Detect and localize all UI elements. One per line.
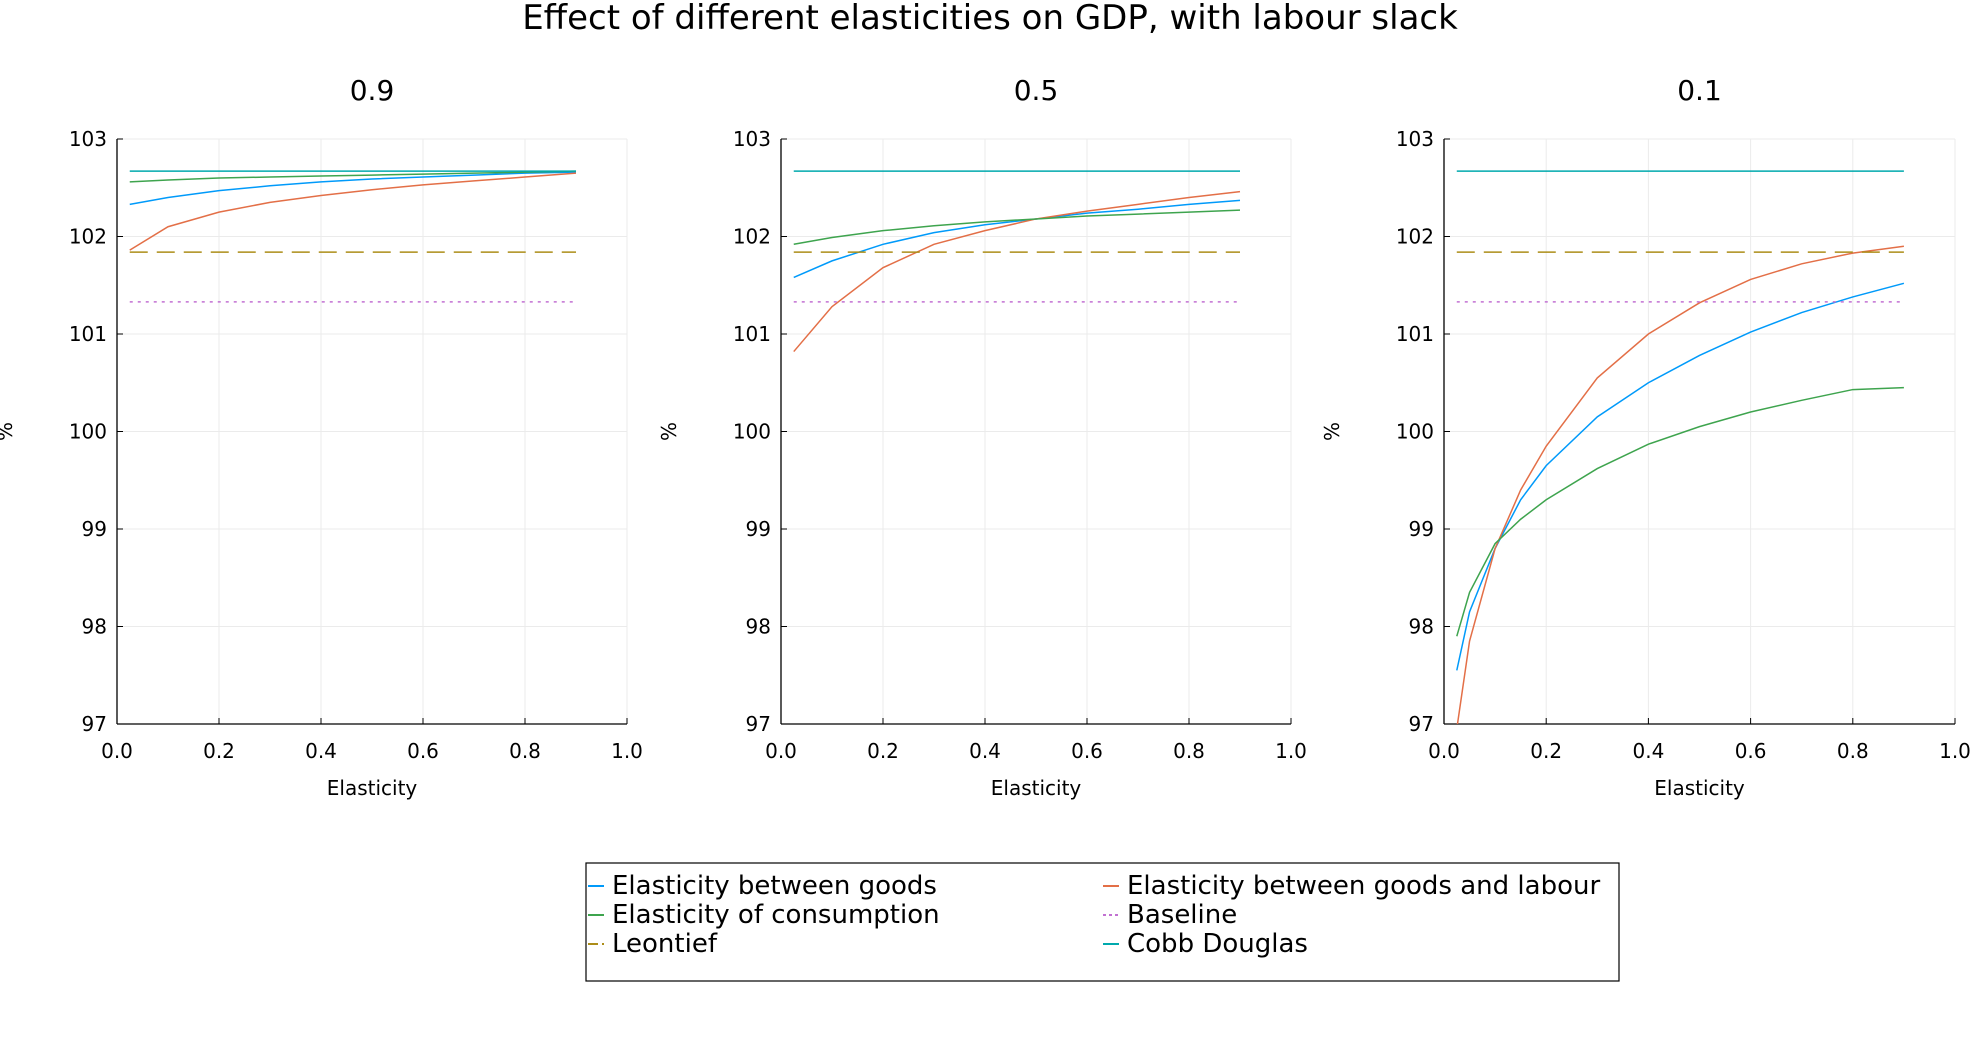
series-line-2	[129, 170, 577, 183]
subplot-1: 0.0 0.2 0.4 0.6 0.8 1.0 97 98 99 100 101 102 103 0.5 E…	[657, 74, 1307, 800]
x-axis-label: Elasticity	[991, 776, 1082, 800]
y-tick-label: 101	[69, 322, 107, 346]
x-tick-label: 1.0	[1939, 739, 1971, 763]
y-tick-label: 100	[69, 420, 107, 444]
x-tick-label: 0.2	[867, 739, 899, 763]
y-tick-label: 97	[746, 712, 771, 736]
series-group	[793, 170, 1241, 353]
subplot-0: 0.0 0.2 0.4 0.6 0.8 1.0 97 98 99 100 101 102 103 0.9 E…	[0, 74, 643, 800]
y-tick-label: 98	[746, 615, 771, 639]
x-tick-label: 0.4	[305, 739, 337, 763]
x-tick-label: 0.0	[765, 739, 797, 763]
legend-label: Elasticity between goods	[612, 871, 937, 901]
x-tick-label: 0.0	[1428, 739, 1460, 763]
y-tick-label: 97	[1409, 712, 1434, 736]
y-tick-label: 100	[733, 420, 771, 444]
series-line-1	[1456, 245, 1904, 724]
y-axis-label: %	[657, 422, 681, 441]
y-axis-label: %	[1320, 422, 1344, 441]
series-line-0	[1456, 282, 1905, 671]
y-tick-label: 103	[69, 127, 107, 151]
figure-title: Effect of different elasticities on GDP,…	[522, 0, 1458, 38]
y-tick-label: 97	[82, 712, 107, 736]
y-tick-label: 102	[1396, 225, 1434, 249]
y-tick-label: 99	[746, 517, 771, 541]
legend-label: Elasticity between goods and labour	[1127, 871, 1600, 901]
series-line-0	[129, 171, 577, 206]
series-line-2	[793, 209, 1241, 246]
subplot-title: 0.9	[350, 74, 395, 107]
gridlines	[116, 138, 628, 725]
x-axis-label: Elasticity	[327, 776, 418, 800]
series-line-1	[793, 190, 1241, 353]
x-tick-label: 0.6	[407, 739, 439, 763]
x-tick-label: 0.6	[1071, 739, 1103, 763]
x-tick-label: 0.4	[969, 739, 1001, 763]
y-axis-label: %	[0, 422, 17, 441]
legend-label: Leontief	[612, 929, 718, 959]
y-tick-label: 101	[733, 322, 771, 346]
y-tick-label: 98	[1409, 615, 1434, 639]
y-tick-label: 102	[69, 225, 107, 249]
legend-label: Baseline	[1127, 900, 1237, 930]
x-tick-label: 1.0	[1275, 739, 1307, 763]
y-tick-label: 101	[1396, 322, 1434, 346]
series-group	[1456, 170, 1905, 724]
y-tick-label: 99	[82, 517, 107, 541]
x-tick-label: 0.6	[1735, 739, 1767, 763]
subplot-2: 0.0 0.2 0.4 0.6 0.8 1.0 97 98 99 100 101 102 103 0.1 E…	[1320, 74, 1971, 800]
y-tick-label: 103	[1396, 127, 1434, 151]
x-tick-label: 0.0	[101, 739, 133, 763]
y-tick-label: 99	[1409, 517, 1434, 541]
series-group	[129, 170, 577, 303]
x-tick-label: 0.4	[1632, 739, 1664, 763]
x-tick-label: 0.8	[509, 739, 541, 763]
panels: 0.0 0.2 0.4 0.6 0.8 1.0 97 98 99 100 101 102 103 0.9 E…	[0, 74, 1971, 800]
x-tick-label: 0.2	[1530, 739, 1562, 763]
series-line-1	[129, 172, 577, 251]
x-tick-label: 1.0	[611, 739, 643, 763]
legend-label: Cobb Douglas	[1127, 929, 1308, 959]
subplot-title: 0.5	[1014, 74, 1059, 107]
x-tick-label: 0.8	[1837, 739, 1869, 763]
y-tick-label: 98	[82, 615, 107, 639]
subplot-title: 0.1	[1677, 74, 1722, 107]
legend: Elasticity between goods Elasticity betwe…	[585, 862, 1620, 982]
series-line-2	[1456, 386, 1904, 637]
legend-box	[585, 862, 1620, 982]
x-axis-label: Elasticity	[1654, 776, 1745, 800]
y-tick-label: 100	[1396, 420, 1434, 444]
y-tick-label: 102	[733, 225, 771, 249]
y-tick-label: 103	[733, 127, 771, 151]
legend-label: Elasticity of consumption	[612, 900, 940, 930]
x-tick-label: 0.8	[1173, 739, 1205, 763]
x-tick-label: 0.2	[203, 739, 235, 763]
